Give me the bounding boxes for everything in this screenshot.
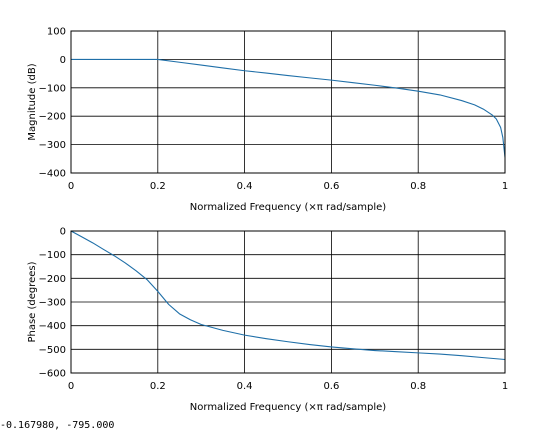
phase-x-tick-label: 0.2: [150, 381, 166, 392]
phase-x-tick-label: 1: [502, 381, 508, 392]
magnitude-y-tick-label: −400: [39, 169, 66, 180]
magnitude-x-tick-label: 0: [68, 181, 74, 192]
magnitude-x-tick-label: 0.4: [237, 181, 253, 192]
phase-y-tick-label: −200: [39, 274, 66, 285]
magnitude-x-ticks: 0 0.2 0.4 0.6 0.8 1: [68, 181, 508, 192]
magnitude-y-axis-label: Magnitude (dB): [27, 63, 38, 140]
phase-y-axis-label: Phase (degrees): [27, 261, 38, 342]
phase-series: [70, 230, 506, 361]
phase-x-axis-label: Normalized Frequency (×π rad/sample): [190, 402, 387, 413]
magnitude-x-tick-label: 0.8: [410, 181, 426, 192]
phase-series-line: [70, 230, 506, 361]
magnitude-y-ticks: 100 0 −100 −200 −300 −400: [39, 27, 66, 180]
magnitude-x-tick-label: 0.6: [323, 181, 339, 192]
magnitude-y-tick-label: −100: [39, 83, 66, 94]
phase-x-tick-label: 0: [68, 381, 74, 392]
phase-chart: 0 0.2 0.4 0.6 0.8 1 0 −100 −200 −300 −400 −500 −600…: [27, 227, 508, 414]
magnitude-x-tick-label: 0.2: [150, 181, 166, 192]
phase-y-tick-label: −500: [39, 345, 66, 356]
coordinate-readout: -0.167980, -795.000: [0, 420, 115, 431]
phase-y-tick-label: −100: [39, 250, 66, 261]
magnitude-y-tick-label: −300: [39, 140, 66, 151]
magnitude-plot-frame: [70, 30, 506, 174]
phase-plot-frame: [70, 230, 506, 374]
phase-y-tick-label: −600: [39, 369, 66, 380]
magnitude-plot-area: [71, 31, 505, 173]
phase-x-tick-label: 0.6: [323, 381, 339, 392]
phase-y-ticks: 0 −100 −200 −300 −400 −500 −600: [39, 227, 66, 380]
magnitude-y-tick-label: 100: [47, 27, 66, 38]
magnitude-x-tick-label: 1: [502, 181, 508, 192]
phase-y-tick-label: −400: [39, 321, 66, 332]
magnitude-y-tick-label: −200: [39, 112, 66, 123]
phase-y-tick-label: −300: [39, 298, 66, 309]
magnitude-chart: 0 0.2 0.4 0.6 0.8 1 100 0 −100 −200 −300 −400 Norm…: [27, 27, 508, 214]
phase-x-ticks: 0 0.2 0.4 0.6 0.8 1: [68, 381, 508, 392]
magnitude-y-tick-label: 0: [60, 55, 66, 66]
phase-x-tick-label: 0.4: [237, 381, 253, 392]
magnitude-x-axis-label: Normalized Frequency (×π rad/sample): [190, 202, 387, 213]
magnitude-series-line: [71, 58, 506, 158]
magnitude-series: [71, 58, 506, 158]
phase-y-tick-label: 0: [60, 227, 66, 238]
phase-x-tick-label: 0.8: [410, 381, 426, 392]
